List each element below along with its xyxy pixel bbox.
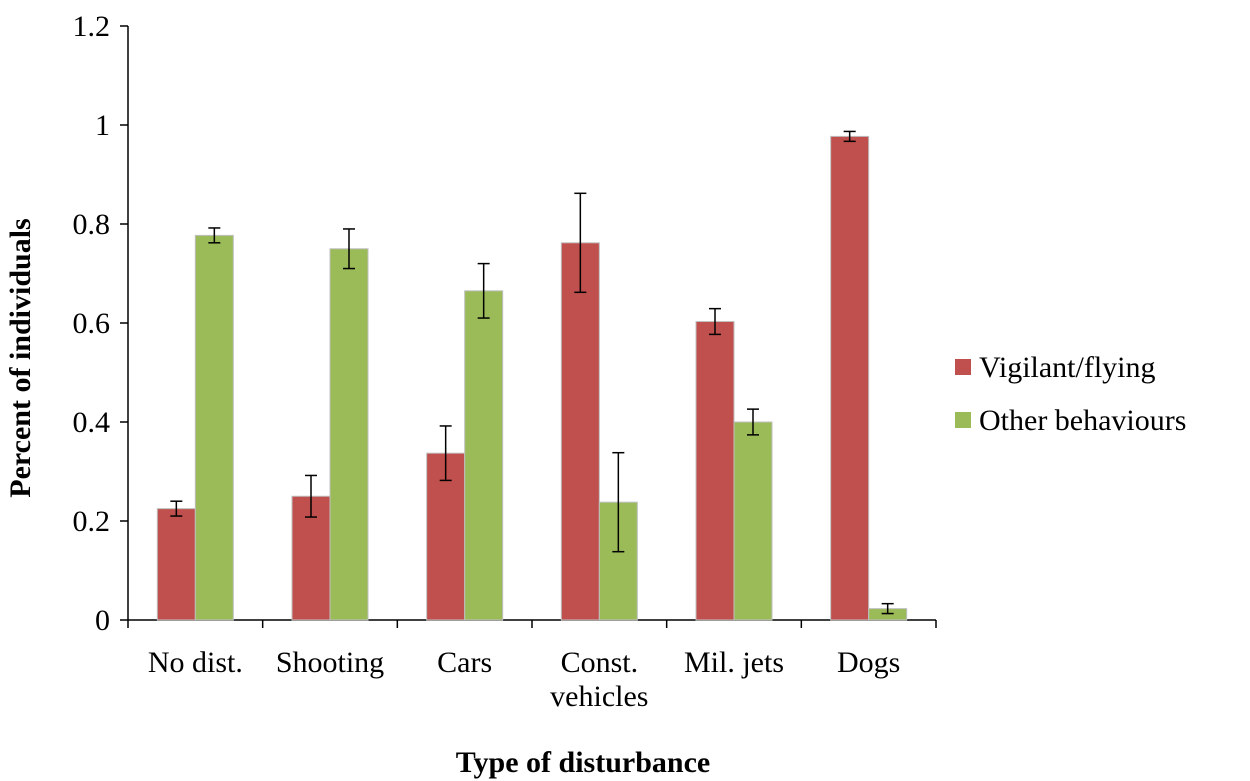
legend-swatch-other-behaviours [955,412,971,428]
error-bar [709,307,721,336]
bar-other-behaviours [329,248,369,621]
x-axis-title: Type of disturbance [456,746,710,779]
error-bar [574,192,587,294]
bar-vigilant-flying [291,495,331,621]
bar-vigilant-flying [560,242,600,621]
legend: Vigilant/flying Other behaviours [955,351,1186,437]
y-tick-label: 1.2 [73,10,111,43]
error-bar [343,228,355,270]
bar-other-behaviours [464,290,504,621]
bars [156,135,908,621]
error-bar [305,474,317,518]
bar-other-behaviours [733,421,773,621]
x-tick-label: Dogs [837,646,900,679]
y-tick-label: 0 [95,604,110,637]
error-bar [747,408,759,436]
bar-vigilant-flying [695,321,735,621]
bar-vigilant-flying [156,508,196,621]
y-tick-label: 0.2 [73,505,111,538]
x-tick-label: vehicles [550,680,648,713]
y-axis-title: Percent of individuals [4,218,37,497]
error-bar [843,130,856,143]
error-bar [170,500,183,517]
bar-vigilant-flying [830,135,870,621]
error-bars [170,130,894,615]
x-tick-label: Mil. jets [684,646,784,679]
error-bar [439,425,452,482]
y-tick-label: 0.6 [73,307,111,340]
x-tick-label: Shooting [276,646,384,679]
y-axis: 0 0.2 0.4 0.6 0.8 1 1.2 [73,10,129,637]
bar-other-behaviours [598,501,638,621]
legend-label-other-behaviours: Other behaviours [979,404,1186,437]
legend-label-vigilant-flying: Vigilant/flying [979,351,1156,384]
error-bar [612,451,625,553]
error-bar [208,227,221,244]
x-tick-label: Cars [437,646,492,679]
legend-swatch-vigilant-flying [955,359,971,375]
bar-other-behaviours [194,234,234,621]
x-tick-label: Const. [561,646,639,679]
x-tick-label: No dist. [148,646,243,679]
y-tick-label: 0.8 [73,208,111,241]
error-bar [881,602,894,615]
y-tick-label: 0.4 [73,406,111,439]
x-axis: No dist. Shooting Cars Const.vehicles Mil. j… [127,619,937,713]
y-tick-label: 1 [95,109,110,142]
error-bar [477,262,490,319]
